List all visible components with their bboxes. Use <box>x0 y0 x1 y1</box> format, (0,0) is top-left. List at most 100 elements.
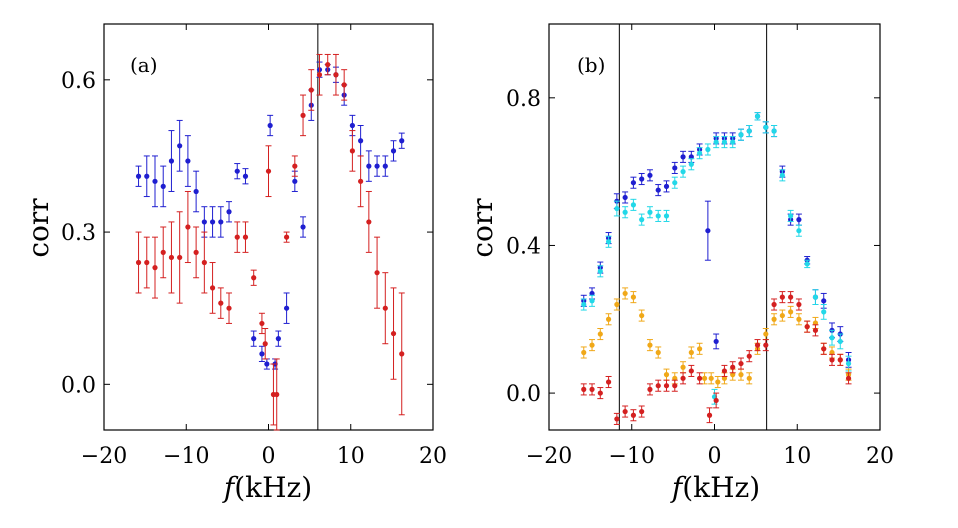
data-point-orange <box>763 331 769 337</box>
data-point-orange <box>708 375 714 381</box>
data-point-red <box>639 408 645 415</box>
data-point-cyan <box>788 213 794 219</box>
data-point-blue <box>264 361 270 367</box>
series-red <box>580 291 852 425</box>
data-point-blue <box>193 188 199 195</box>
data-point-red <box>358 178 364 184</box>
data-point-red <box>647 386 653 392</box>
data-point-cyan <box>688 161 694 167</box>
data-point-red <box>234 234 240 240</box>
data-point-cyan <box>754 113 761 119</box>
data-point-red <box>265 168 272 174</box>
data-point-red <box>251 275 257 281</box>
data-point-blue <box>209 219 216 225</box>
data-point-cyan <box>589 298 595 304</box>
x-tick-label: 10 <box>337 444 365 469</box>
data-point-red <box>152 265 158 271</box>
data-point-cyan <box>663 213 670 219</box>
data-point-cyan <box>829 335 835 341</box>
panel-label-b: (b) <box>577 53 605 77</box>
data-point-cyan <box>821 309 827 315</box>
x-tick-label: −10 <box>609 444 655 469</box>
panel-b: −20 −10 0 10 20 0.0 0.4 0.8 (b) corr f(kHz) <box>466 23 894 504</box>
data-point-orange <box>715 379 721 385</box>
data-point-cyan <box>705 146 711 153</box>
data-point-red <box>308 87 314 93</box>
data-point-orange <box>779 312 785 319</box>
data-point-blue <box>821 298 827 304</box>
data-point-orange <box>697 346 703 352</box>
data-point-blue <box>663 183 670 189</box>
data-point-cyan <box>812 294 819 300</box>
y-tick-label: 0.8 <box>506 87 541 112</box>
data-point-red <box>622 408 628 415</box>
data-point-red <box>168 254 175 261</box>
data-point-red <box>655 383 661 389</box>
data-point-cyan <box>796 228 802 234</box>
data-point-red <box>730 364 736 370</box>
data-point-cyan <box>614 205 620 212</box>
data-point-cyan <box>721 139 728 145</box>
data-point-red <box>135 259 142 266</box>
data-point-red <box>663 383 670 389</box>
y-tick-label: 0.0 <box>61 373 96 398</box>
data-point-cyan <box>605 239 612 245</box>
data-point-blue <box>680 154 686 160</box>
y-axis-title-a: corr <box>22 198 55 258</box>
data-point-blue <box>168 158 175 164</box>
data-point-red <box>581 386 587 392</box>
data-point-red <box>390 330 397 337</box>
data-point-cyan <box>804 261 810 267</box>
data-point-red <box>845 375 852 381</box>
data-point-orange <box>639 312 645 319</box>
y-tick-label: 0.0 <box>506 382 541 407</box>
data-point-orange <box>730 372 736 378</box>
x-axis-title-unit-a: (kHz) <box>234 471 312 504</box>
x-tick-label: 10 <box>783 444 811 469</box>
data-point-orange <box>788 309 794 315</box>
data-point-blue <box>160 183 166 189</box>
data-point-red <box>209 285 216 291</box>
data-point-red <box>300 112 306 118</box>
panel-label-a: (a) <box>130 53 158 77</box>
reference-lines-b <box>618 24 768 430</box>
data-series-a <box>135 53 405 431</box>
data-point-blue <box>622 194 628 201</box>
data-point-orange <box>680 364 686 370</box>
data-point-cyan <box>581 301 587 308</box>
data-point-orange <box>746 375 752 381</box>
data-point-blue <box>201 219 207 225</box>
data-point-blue <box>349 122 355 129</box>
data-point-blue <box>177 143 183 149</box>
data-point-red <box>259 320 265 327</box>
data-point-cyan <box>845 360 852 367</box>
data-point-red <box>738 360 744 367</box>
data-point-cyan <box>639 217 645 223</box>
data-point-red <box>713 397 719 404</box>
data-point-orange <box>614 301 620 308</box>
data-point-red <box>349 148 355 154</box>
data-point-blue <box>267 122 273 129</box>
data-point-cyan <box>697 150 703 156</box>
data-point-red <box>721 368 728 374</box>
data-point-blue <box>185 158 191 164</box>
data-point-red <box>218 300 224 306</box>
data-point-orange <box>622 290 628 297</box>
data-point-red <box>829 357 835 363</box>
data-point-blue <box>242 173 249 179</box>
data-point-red <box>788 294 794 300</box>
data-point-blue <box>292 178 298 184</box>
data-point-blue <box>589 290 595 297</box>
data-point-blue <box>358 138 364 144</box>
data-point-orange <box>812 320 819 326</box>
x-tick-label: −20 <box>526 444 572 469</box>
data-point-orange <box>796 316 802 322</box>
data-point-cyan <box>672 180 678 186</box>
data-point-orange <box>655 349 661 356</box>
axis-ticks-b: −20 −10 0 10 20 0.0 0.4 0.8 <box>506 24 894 469</box>
data-point-cyan <box>763 124 769 130</box>
data-point-red <box>226 305 232 311</box>
data-point-blue <box>672 165 678 171</box>
data-point-red <box>399 351 405 357</box>
